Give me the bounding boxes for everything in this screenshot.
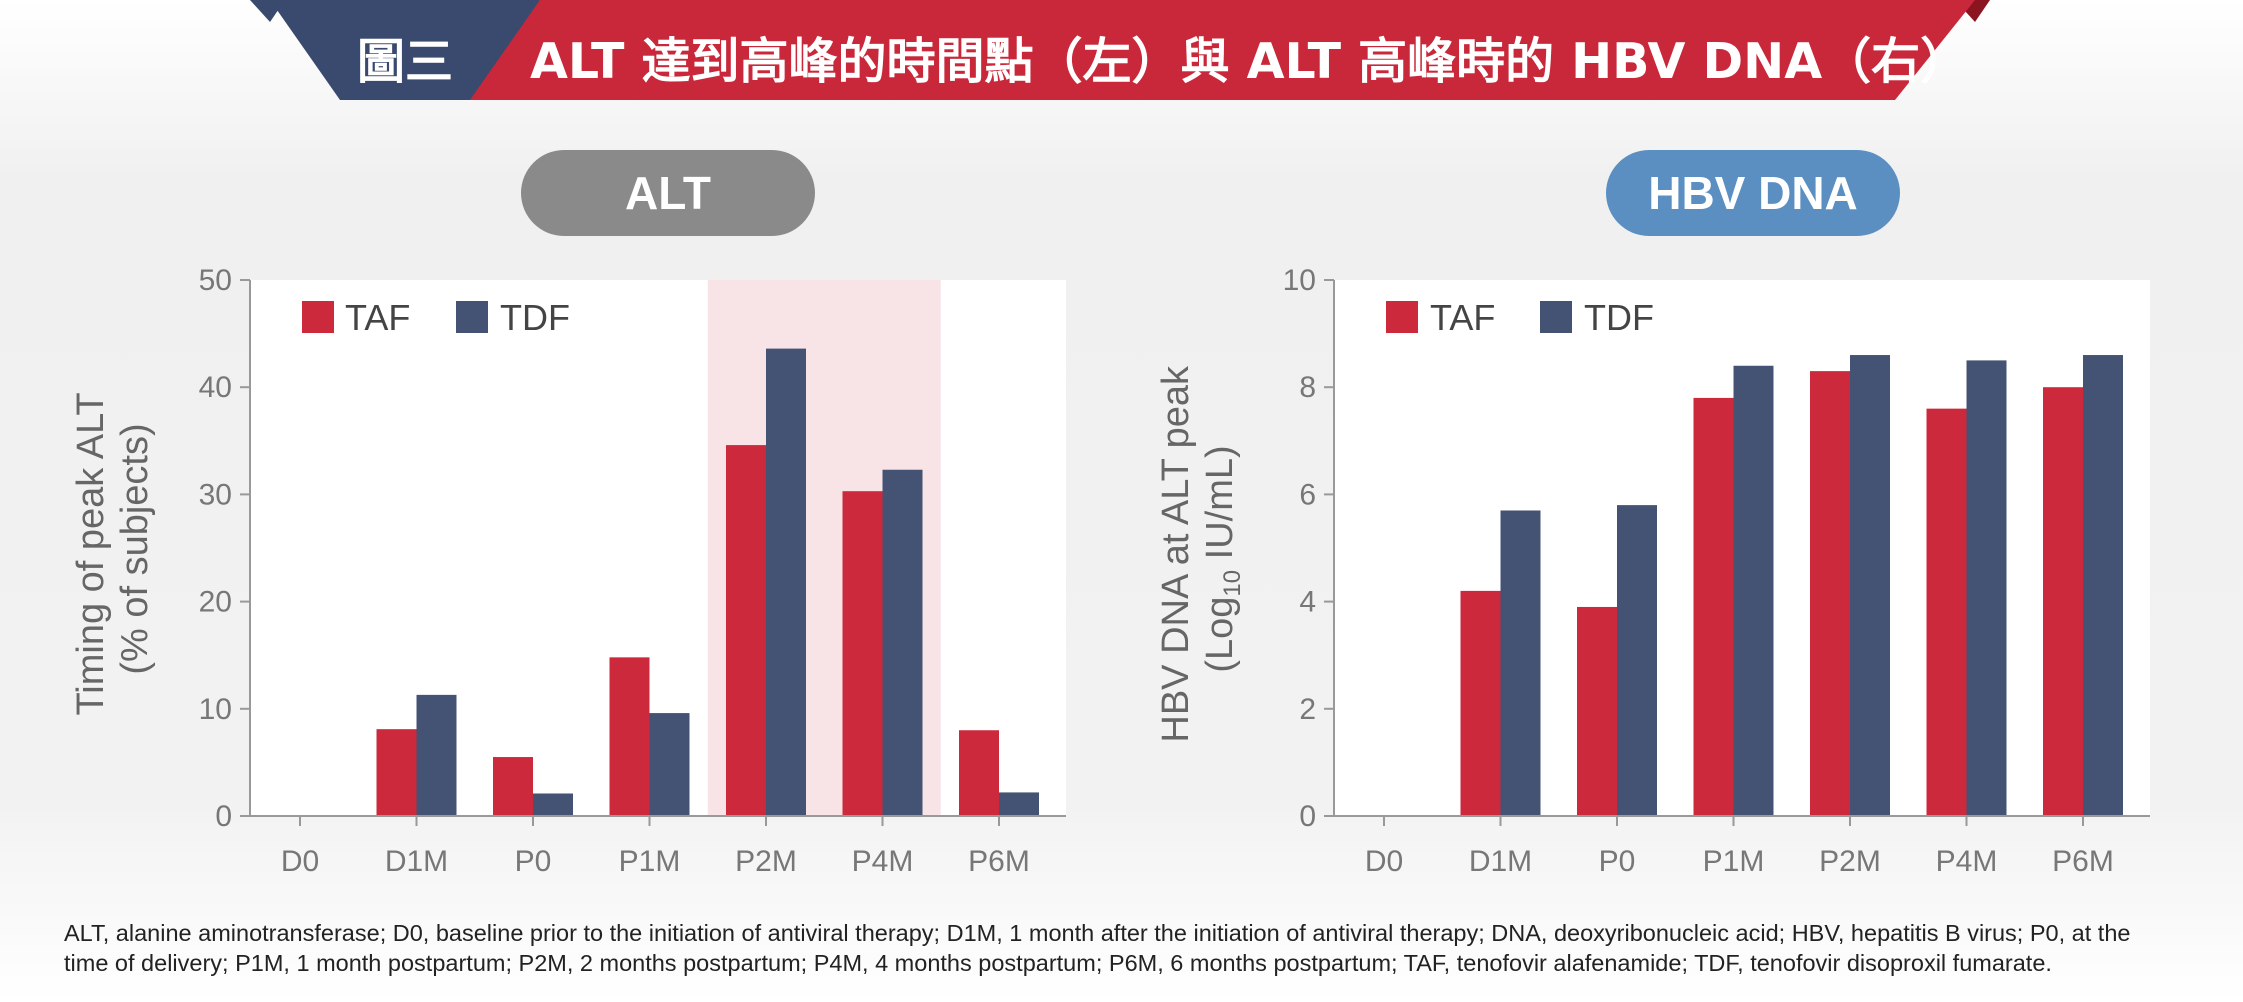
bar-taf-p6m [2043,387,2083,816]
bar-tdf-p4m [882,469,923,816]
x-tick-label: P0 [515,845,552,878]
x-tick-label: P2M [735,845,797,878]
bar-tdf-p1m [649,713,690,816]
y-axis-title-line1: Timing of peak ALT [70,393,112,716]
bar-taf-p4m [842,491,883,816]
x-tick-label: D0 [281,845,319,878]
x-tick-label: P1M [619,845,681,878]
y-axis-title-line2: (Log [1199,597,1241,673]
panel-label-hbv-dna: HBV DNA [1606,150,1900,236]
x-tick-label: D0 [1365,845,1403,878]
footnote-line-1: ALT, alanine aminotransferase; D0, basel… [64,920,2131,946]
legend: TAF TDF [1386,297,1654,338]
y-axis-title-line2: (% of subjects) [114,423,156,674]
legend: TAF TDF [302,297,570,338]
figure-label: 圖三 [356,34,453,90]
bar-tdf-p0 [1617,505,1657,816]
bar-tdf-p2m [1850,355,1890,816]
y-axis-title: HBV DNA at ALT peak (Log10 IU/mL) [1155,355,1246,742]
figure-title: ALT 達到高峰的時間點（左）與 ALT 高峰時的 HBV DNA（右） [530,33,1970,90]
y-axis-title-line1: HBV DNA at ALT peak [1155,365,1197,743]
x-tick-label: P6M [968,845,1030,878]
x-tick-label: P2M [1819,845,1881,878]
bar-taf-d1m [1460,590,1501,816]
bar-tdf-p1m [1733,365,1774,816]
bar-tdf-p4m [1966,360,2007,816]
footnote: ALT, alanine aminotransferase; D0, basel… [64,918,2204,978]
y-tick-label: 20 [199,586,232,619]
x-tick-label: D1M [1469,845,1532,878]
bar-taf-p2m [1810,371,1850,816]
bar-taf-p1m [609,657,650,816]
bar-tdf-d1m [416,694,457,816]
y-tick-label: 40 [199,371,232,404]
bar-tdf-p6m [2083,355,2123,816]
legend-label-tdf: TDF [500,297,570,338]
bar-taf-p2m [726,445,766,816]
banner-dark-segment [270,0,540,100]
legend-swatch-tdf [1540,301,1572,333]
x-tick-label: P1M [1703,845,1765,878]
legend-label-tdf: TDF [1584,297,1654,338]
panel-label-alt: ALT [521,150,815,236]
title-banner [250,0,1990,100]
y-axis-title-unit: IU/mL) [1199,445,1241,570]
footnote-line-2: time of delivery; P1M, 1 month postpartu… [64,950,2052,976]
y-tick-label: 0 [215,800,232,833]
bar-taf-p0 [1577,606,1617,816]
banner-red-segment [470,0,1975,100]
legend-label-taf: TAF [345,297,410,338]
bar-taf-p0 [493,757,533,816]
bar-tdf-d1m [1500,510,1541,816]
y-tick-label: 2 [1299,693,1316,726]
x-tick-label: D1M [385,845,448,878]
y-tick-label: 30 [199,478,232,511]
bar-taf-p4m [1926,408,1967,816]
y-axis-title: Timing of peak ALT (% of subjects) [70,382,156,715]
bar-taf-p6m [959,730,999,816]
bar-taf-p1m [1693,397,1734,816]
x-tick-label: P4M [852,845,914,878]
y-tick-label: 0 [1299,800,1316,833]
legend-swatch-tdf [456,301,488,333]
bar-tdf-p2m [766,348,806,816]
y-tick-label: 6 [1299,478,1316,511]
bar-tdf-p0 [533,793,573,816]
legend-label-taf: TAF [1430,297,1495,338]
legend-swatch-taf [1386,301,1418,333]
y-tick-label: 10 [1283,264,1316,297]
x-tick-label: P4M [1936,845,1998,878]
y-tick-label: 8 [1299,371,1316,404]
bar-taf-d1m [376,729,417,816]
y-tick-label: 4 [1299,586,1316,619]
legend-swatch-taf [302,301,334,333]
x-tick-label: P0 [1599,845,1636,878]
bar-tdf-p6m [999,792,1039,816]
y-tick-label: 10 [199,693,232,726]
y-axis-title-subscript: 10 [1219,570,1246,597]
y-tick-label: 50 [199,264,232,297]
x-tick-label: P6M [2052,845,2114,878]
